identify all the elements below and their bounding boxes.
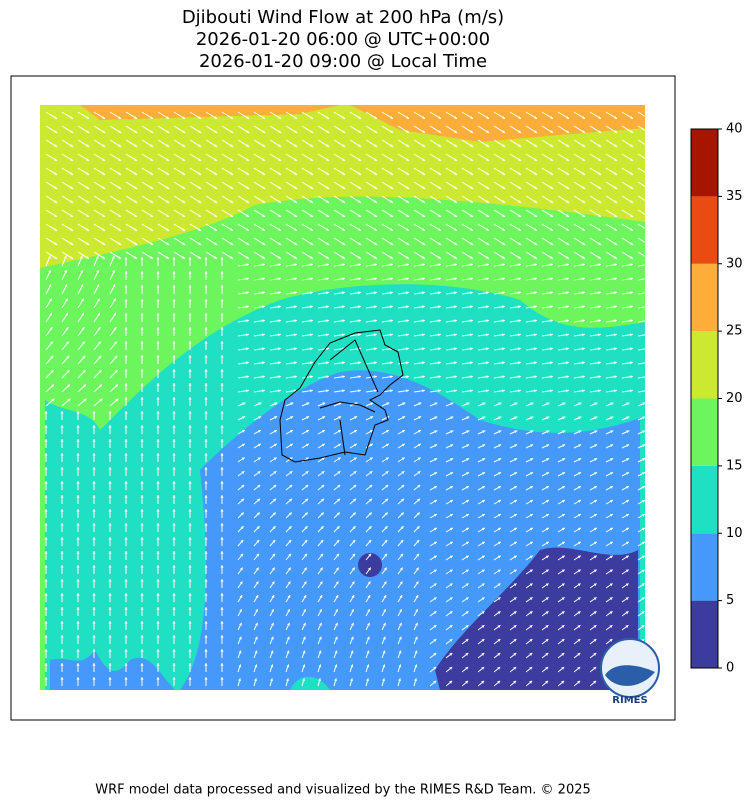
arrow-head [646,214,649,217]
arrow-head [646,130,649,133]
arrow-head [646,347,649,350]
colorbar-segment [691,533,718,600]
arrow-head [646,200,649,203]
arrow-head [646,186,649,189]
arrow-head [646,333,649,336]
colorbar-segment [691,331,718,398]
colorbar-tick-label: 15 [726,458,743,473]
title-line: Djibouti Wind Flow at 200 hPa (m/s) [182,7,504,28]
region [358,553,382,577]
colorbar-tick-label: 40 [726,122,743,137]
arrow-head [646,375,649,378]
arrow-head [646,305,649,308]
arrow-head [646,319,649,322]
arrow-head [646,389,649,392]
arrow-head [646,228,649,231]
arrow-head [646,291,649,294]
footer: WRF model data processed and visualized … [95,783,591,798]
colorbar-tick-label: 20 [726,391,743,406]
arrow-head [646,263,649,266]
arrow-head [646,172,649,175]
colorbar-segment [691,264,718,331]
colorbar-tick-label: 5 [726,593,734,608]
colorbar-segment [691,196,718,263]
arrow-head [646,116,649,119]
colorbar-tick-label: 25 [726,324,743,339]
colorbar-tick-label: 0 [726,661,734,676]
title-line: 2026-01-20 09:00 @ Local Time [199,51,487,72]
arrow-head [646,361,649,364]
logo: RIMES [601,639,659,706]
colorbar-tick-label: 10 [726,526,743,541]
arrow-head [646,158,649,161]
colorbar-segment [691,399,718,466]
arrow-head [646,242,649,245]
colorbar-segment [691,466,718,533]
colorbar-tick-label: 30 [726,256,743,271]
arrow-head [646,277,649,280]
colorbar: 0 5 10 15 20 25 30 35 40 [691,122,743,676]
logo-text: RIMES [612,695,647,706]
colorbar-tick-label: 35 [726,189,743,204]
arrow-head [646,144,649,147]
arrow-head [646,256,649,259]
title-line: 2026-01-20 06:00 @ UTC+00:00 [196,29,490,50]
colorbar-segment [691,129,718,196]
colorbar-segment [691,601,718,668]
map-field [40,105,649,690]
